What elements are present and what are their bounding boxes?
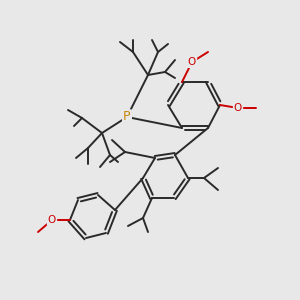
Text: O: O (234, 103, 242, 113)
Text: O: O (188, 57, 196, 67)
Text: O: O (48, 215, 56, 225)
Text: P: P (123, 110, 131, 124)
